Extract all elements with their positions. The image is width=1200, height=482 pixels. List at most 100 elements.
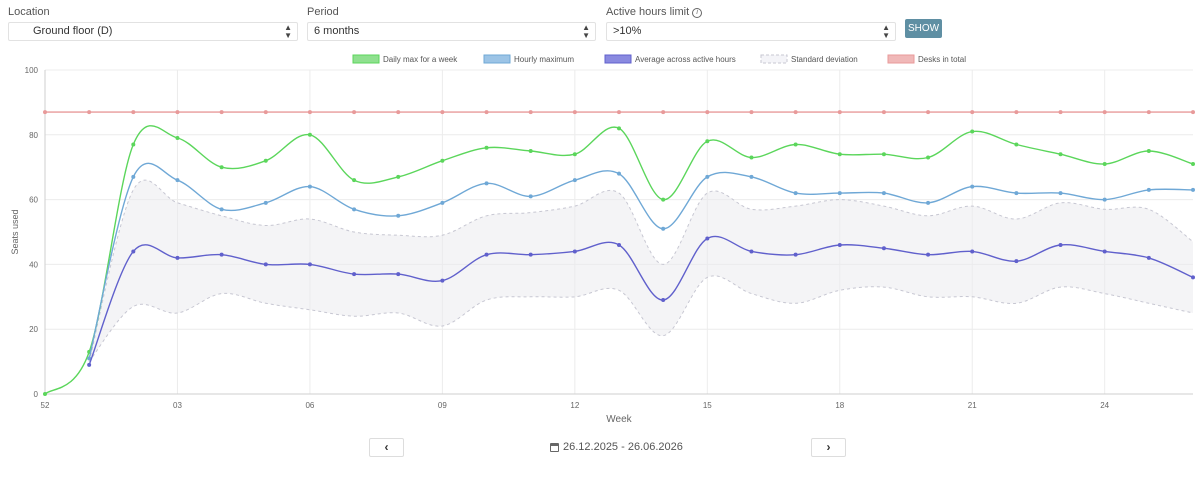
prev-period-button[interactable]: ‹ bbox=[369, 438, 404, 457]
hourly-maximum-point bbox=[617, 171, 621, 176]
daily-max-point bbox=[1146, 149, 1151, 153]
active-hours-select[interactable]: >10% ▲ ▼ bbox=[606, 22, 896, 41]
y-tick-label: 80 bbox=[29, 131, 38, 140]
desks-in-total-point bbox=[970, 110, 975, 115]
daily-max-point bbox=[396, 174, 401, 179]
desks-in-total-point bbox=[440, 110, 445, 115]
daily-max-point bbox=[749, 155, 754, 160]
average-active-hours-point bbox=[87, 362, 92, 367]
x-axis-title: Week bbox=[606, 414, 632, 425]
chevron-left-icon: ‹ bbox=[384, 440, 389, 454]
average-active-hours-point bbox=[970, 249, 975, 254]
hourly-maximum-point bbox=[87, 356, 92, 361]
x-tick-label: 09 bbox=[438, 401, 447, 410]
daily-max-point bbox=[352, 178, 357, 183]
hourly-maximum-point bbox=[661, 226, 666, 231]
hourly-maximum-point bbox=[970, 184, 975, 189]
average-active-hours-point bbox=[263, 262, 268, 267]
average-active-hours-point bbox=[484, 252, 489, 257]
x-tick-label: 06 bbox=[305, 401, 314, 410]
legend-average-label: Average across active hours bbox=[635, 55, 736, 64]
daily-max-point bbox=[793, 142, 798, 147]
daily-max-point bbox=[1191, 161, 1195, 166]
period-select[interactable]: 6 months ▲ ▼ bbox=[307, 22, 596, 41]
desks-in-total-point bbox=[396, 110, 401, 115]
select-arrows-icon: ▲ ▼ bbox=[284, 22, 292, 40]
period-field: Period 6 months ▲ ▼ bbox=[307, 6, 596, 41]
next-period-button[interactable]: › bbox=[811, 438, 846, 457]
period-label: Period bbox=[307, 6, 339, 18]
hourly-maximum-point bbox=[440, 200, 445, 205]
average-active-hours-point bbox=[572, 249, 577, 254]
average-active-hours-point bbox=[617, 242, 621, 247]
active-hours-field: Active hours limit i >10% ▲ ▼ bbox=[606, 6, 896, 41]
legend-daily-max-swatch bbox=[352, 54, 380, 64]
daily-max-point bbox=[1014, 142, 1019, 147]
hourly-maximum-point bbox=[1191, 187, 1195, 192]
daily-max-point bbox=[43, 392, 47, 396]
date-range-text: 26.12.2025 - 26.06.2026 bbox=[563, 441, 683, 453]
desks-in-total-point bbox=[837, 110, 842, 115]
daily-max-point bbox=[307, 132, 312, 137]
hourly-maximum-point bbox=[131, 174, 136, 179]
desks-in-total-point bbox=[484, 110, 489, 115]
desks-in-total-point bbox=[87, 110, 92, 115]
legend-average-swatch bbox=[604, 54, 632, 64]
legend-hourly-maximum: Hourly maximum bbox=[483, 54, 574, 64]
desks-in-total-point bbox=[617, 110, 621, 115]
average-active-hours-line bbox=[88, 235, 1194, 366]
average-active-hours-point bbox=[175, 255, 180, 260]
x-tick-label: 12 bbox=[570, 401, 579, 410]
average-active-hours-point bbox=[440, 278, 445, 283]
daily-max-point bbox=[926, 155, 931, 160]
hourly-maximum-point bbox=[263, 200, 268, 205]
legend-desks-total-swatch bbox=[887, 54, 915, 64]
average-active-hours-point bbox=[219, 252, 224, 257]
show-button[interactable]: SHOW bbox=[905, 19, 942, 38]
hourly-maximum-point bbox=[1146, 187, 1151, 192]
info-icon[interactable]: i bbox=[692, 7, 703, 18]
desks-in-total-point bbox=[1146, 110, 1151, 115]
location-field: Location Ground floor (D) ▲ ▼ bbox=[8, 6, 298, 41]
hourly-maximum-point bbox=[926, 200, 931, 205]
daily-max-point bbox=[484, 145, 489, 150]
calendar-icon bbox=[550, 442, 559, 452]
y-tick-label: 0 bbox=[34, 390, 39, 399]
daily-max-line bbox=[44, 125, 1194, 395]
y-tick-label: 60 bbox=[29, 196, 38, 205]
hourly-maximum-point bbox=[749, 174, 754, 179]
active-hours-label: Active hours limit bbox=[606, 6, 690, 18]
average-active-hours-point bbox=[926, 252, 931, 257]
chevron-right-icon: › bbox=[826, 440, 831, 454]
daily-max-point bbox=[263, 158, 268, 163]
average-active-hours-point bbox=[1058, 242, 1063, 247]
legend-hourly-maximum-swatch bbox=[483, 54, 511, 64]
hourly-maximum-point bbox=[837, 191, 842, 196]
daily-max-point bbox=[440, 158, 445, 163]
x-tick-label: 24 bbox=[1100, 401, 1109, 410]
location-select[interactable]: Ground floor (D) ▲ ▼ bbox=[8, 22, 298, 41]
desks-in-total-point bbox=[352, 110, 357, 115]
average-active-hours-point bbox=[307, 262, 312, 267]
desks-in-total-point bbox=[881, 110, 886, 115]
desks-in-total-point bbox=[572, 110, 577, 115]
legend-average: Average across active hours bbox=[604, 54, 736, 64]
x-tick-label: 18 bbox=[835, 401, 844, 410]
daily-max-point bbox=[528, 149, 533, 153]
desks-in-total-point bbox=[175, 110, 180, 115]
period-value: 6 months bbox=[314, 25, 360, 37]
average-active-hours-point bbox=[528, 252, 533, 257]
hourly-maximum-line bbox=[88, 162, 1194, 359]
desks-in-total-point bbox=[1058, 110, 1063, 115]
desks-in-total-point bbox=[705, 110, 710, 115]
select-arrows-icon: ▲ ▼ bbox=[882, 22, 890, 40]
legend-std-dev: Standard deviation bbox=[760, 54, 858, 64]
average-active-hours-point bbox=[131, 249, 136, 254]
hourly-maximum-point bbox=[484, 181, 489, 186]
active-hours-value: >10% bbox=[613, 25, 642, 37]
average-active-hours-point bbox=[749, 249, 754, 254]
daily-max-point bbox=[175, 136, 180, 141]
std-dev-lower-line bbox=[88, 275, 1194, 362]
hourly-maximum-point bbox=[352, 207, 357, 212]
average-active-hours-point bbox=[881, 246, 886, 251]
